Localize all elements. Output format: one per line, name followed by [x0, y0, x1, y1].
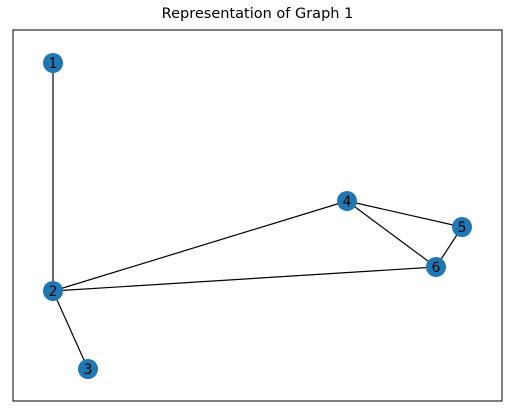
node-circle-4 [337, 191, 357, 211]
edge-4-6 [346, 200, 437, 268]
node-label-3: 3 [84, 362, 93, 378]
edge-4-5 [346, 200, 463, 228]
plot-frame [12, 29, 503, 402]
node-circle-1 [43, 53, 63, 73]
node-4: 4 [337, 191, 357, 211]
node-label-2: 2 [49, 284, 58, 300]
edge-2-3 [52, 290, 89, 370]
graph-title: Representation of Graph 1 [161, 6, 354, 22]
node-6: 6 [426, 257, 446, 277]
node-label-6: 6 [432, 260, 441, 276]
node-circle-3 [78, 359, 98, 379]
edge-2-6 [52, 266, 437, 292]
edge-2-4 [52, 200, 348, 292]
node-1: 1 [43, 53, 63, 73]
nodes-layer: 1 2 3 4 5 6 [43, 53, 472, 379]
node-3: 3 [78, 359, 98, 379]
node-label-5: 5 [458, 220, 467, 236]
node-label-1: 1 [49, 56, 58, 72]
edges-layer [52, 63, 463, 370]
node-5: 5 [452, 217, 472, 237]
node-label-4: 4 [343, 194, 352, 210]
node-2: 2 [43, 281, 63, 301]
node-circle-6 [426, 257, 446, 277]
node-circle-2 [43, 281, 63, 301]
node-circle-5 [452, 217, 472, 237]
